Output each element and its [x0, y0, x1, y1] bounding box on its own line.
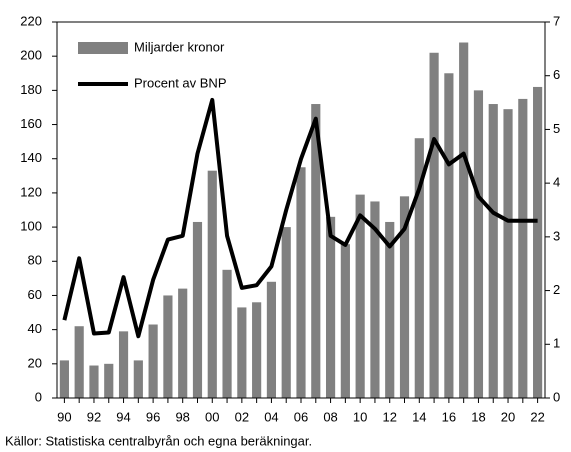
bar	[133, 360, 143, 398]
x-tick-label: 02	[235, 409, 249, 424]
x-tick-label: 12	[382, 409, 396, 424]
bar	[59, 360, 69, 398]
bar	[163, 295, 173, 398]
y-tick-label: 60	[28, 287, 42, 302]
x-tick-label: 92	[87, 409, 101, 424]
x-tick-label: 96	[146, 409, 160, 424]
bar	[444, 73, 454, 398]
y-tick-label: 180	[20, 82, 42, 97]
bar	[340, 244, 350, 398]
x-tick-label: 00	[205, 409, 219, 424]
bar	[104, 363, 114, 398]
bar	[459, 42, 469, 398]
bar	[89, 365, 99, 398]
y2-tick-label: 2	[553, 282, 560, 297]
y2-tick-label: 7	[553, 13, 560, 28]
bar	[74, 326, 84, 398]
bar	[207, 170, 217, 398]
bar	[518, 98, 528, 398]
bar	[222, 269, 232, 398]
bar	[192, 221, 203, 398]
y2-tick-label: 4	[553, 175, 560, 190]
plot-frame	[56, 21, 546, 399]
bar	[473, 90, 484, 398]
bar	[148, 324, 158, 398]
y-tick-label: 20	[28, 355, 42, 370]
y2-tick-label: 3	[553, 228, 560, 243]
x-tick-label: 16	[442, 409, 456, 424]
bar	[311, 104, 321, 398]
bar	[266, 281, 277, 398]
y-tick-label: 140	[20, 150, 42, 165]
y2-tick-label: 5	[553, 121, 560, 136]
x-tick-label: 08	[323, 409, 337, 424]
bar	[281, 227, 291, 398]
x-tick-label: 18	[471, 409, 485, 424]
bar	[488, 104, 498, 398]
bar	[237, 307, 247, 398]
y-tick-label: 220	[20, 13, 42, 28]
y-tick-label: 200	[20, 48, 42, 63]
line	[62, 97, 538, 339]
bar	[429, 52, 439, 398]
y2-tick-label: 1	[553, 336, 560, 351]
y-tick-label: 100	[20, 219, 42, 234]
x-tick-label: 98	[175, 409, 189, 424]
y-tick-label: 160	[20, 116, 42, 131]
y-tick-label: 40	[28, 321, 42, 336]
x-tick-label: 14	[412, 409, 426, 424]
source-note: Källor: Statistiska centralbyrån och egn…	[5, 433, 312, 448]
y-tick-label: 120	[20, 184, 42, 199]
y-tick-label: 0	[35, 389, 42, 404]
x-tick-label: 04	[264, 409, 278, 424]
y2-tick-label: 0	[553, 389, 560, 404]
bar	[296, 167, 306, 398]
bar	[325, 216, 336, 398]
bar	[118, 331, 129, 398]
bar	[399, 196, 410, 398]
bar	[414, 138, 424, 398]
bar	[252, 302, 262, 398]
bar	[503, 109, 513, 398]
bar	[385, 221, 395, 398]
y2-tick-label: 6	[553, 67, 560, 82]
bar	[178, 288, 188, 398]
bar	[370, 201, 380, 398]
x-tick-label: 10	[353, 409, 367, 424]
legend-swatch	[78, 42, 128, 54]
bar	[355, 194, 365, 398]
x-tick-label: 06	[294, 409, 308, 424]
x-tick-label: 22	[530, 409, 544, 424]
y-tick-label: 80	[28, 253, 42, 268]
x-tick-label: 94	[116, 409, 130, 424]
legend-label: Miljarder kronor	[134, 39, 225, 54]
x-tick-label: 90	[57, 409, 71, 424]
x-tick-label: 20	[501, 409, 515, 424]
legend-label: Procent av BNP	[134, 75, 227, 90]
bar	[533, 86, 543, 398]
